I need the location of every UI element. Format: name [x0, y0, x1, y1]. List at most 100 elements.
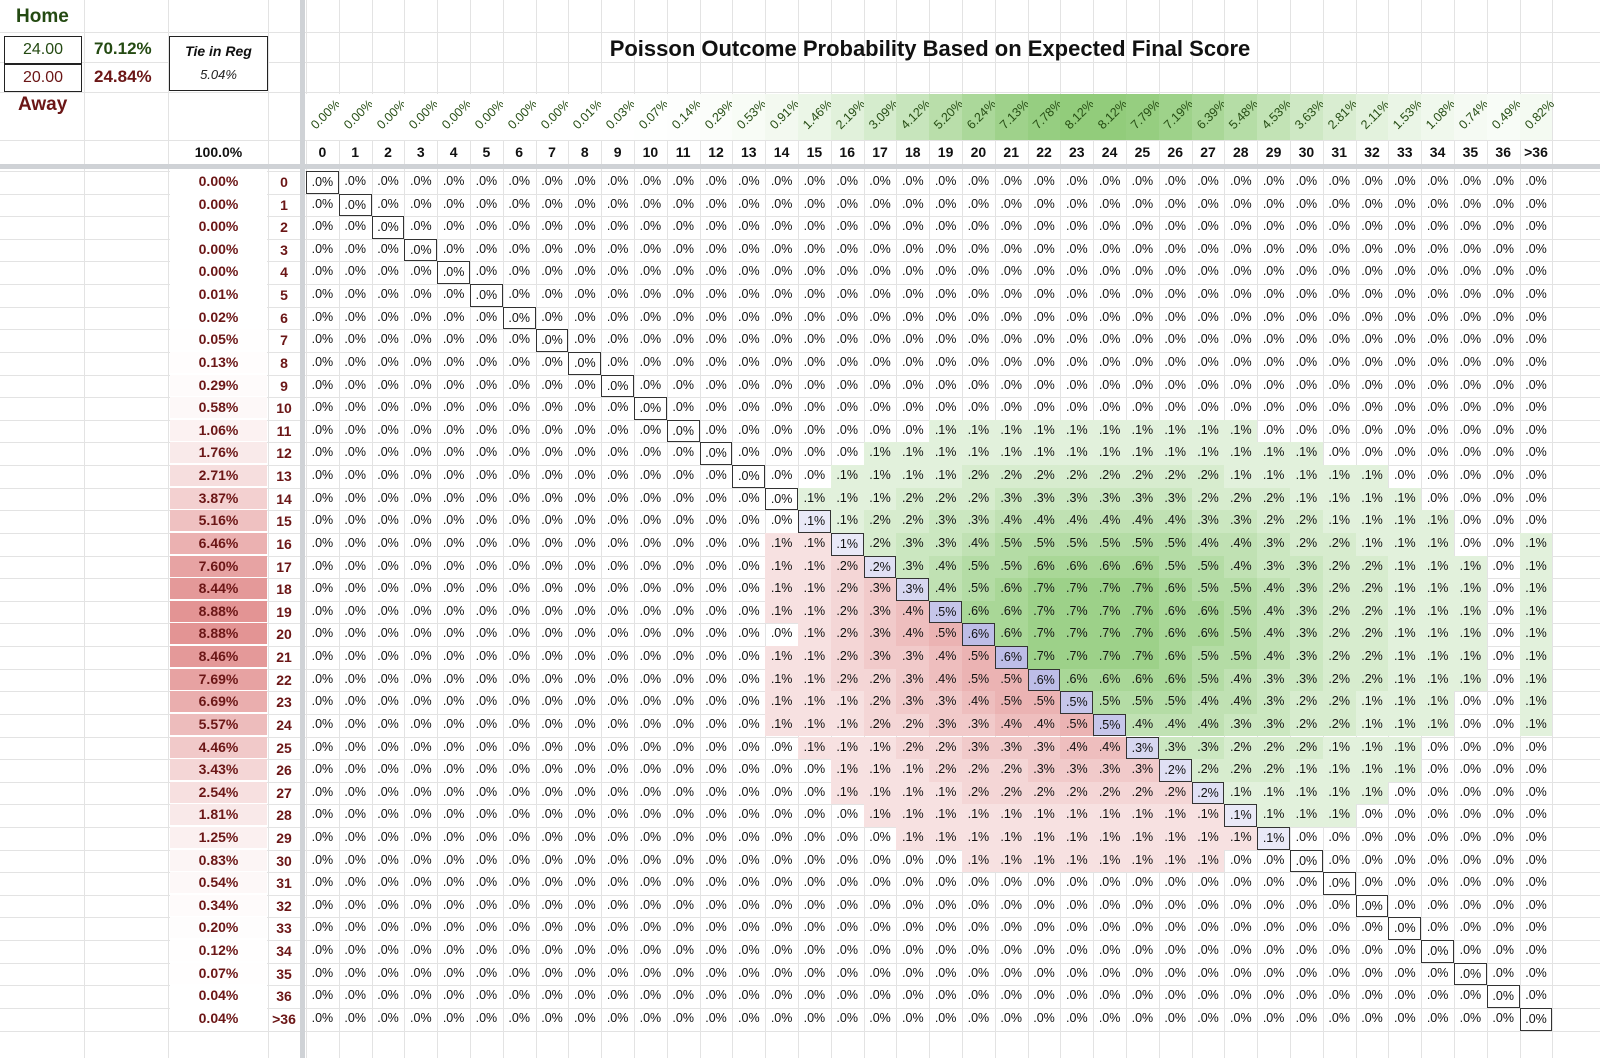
- probability-cell[interactable]: .0%: [1525, 241, 1547, 256]
- probability-cell[interactable]: .3%: [962, 736, 995, 760]
- probability-cell[interactable]: .1%: [765, 691, 798, 714]
- probability-cell[interactable]: .0%: [377, 829, 399, 844]
- probability-cell[interactable]: .0%: [803, 219, 826, 234]
- probability-cell[interactable]: .0%: [1492, 468, 1514, 483]
- probability-cell[interactable]: .0%: [410, 513, 432, 528]
- probability-cell[interactable]: .0%: [311, 739, 334, 754]
- probability-cell[interactable]: .0%: [475, 332, 498, 347]
- probability-cell[interactable]: .0%: [1197, 332, 1219, 347]
- probability-cell[interactable]: .1%: [1322, 487, 1356, 511]
- probability-cell[interactable]: .0%: [442, 400, 465, 415]
- probability-cell[interactable]: .0%: [606, 196, 629, 211]
- probability-cell[interactable]: .0%: [770, 988, 793, 1003]
- probability-cell[interactable]: .0%: [1066, 377, 1088, 392]
- probability-cell[interactable]: .0%: [475, 490, 498, 505]
- probability-cell[interactable]: .0%: [1459, 219, 1482, 234]
- probability-cell[interactable]: .0%: [574, 649, 596, 664]
- probability-cell[interactable]: .2%: [994, 759, 1028, 782]
- probability-cell[interactable]: .0%: [1394, 309, 1416, 324]
- probability-cell[interactable]: .3%: [1126, 759, 1159, 782]
- probability-cell[interactable]: .0%: [1000, 354, 1022, 369]
- probability-cell[interactable]: .1%: [896, 804, 930, 827]
- probability-cell[interactable]: .0%: [1131, 354, 1154, 369]
- probability-cell[interactable]: .0%: [1164, 241, 1186, 256]
- probability-cell[interactable]: .0%: [1197, 400, 1219, 415]
- probability-cell[interactable]: .0%: [541, 513, 563, 528]
- probability-cell[interactable]: .1%: [994, 849, 1028, 873]
- probability-cell[interactable]: .0%: [508, 196, 530, 211]
- probability-cell[interactable]: .0%: [410, 490, 432, 505]
- probability-cell[interactable]: .5%: [962, 578, 995, 601]
- probability-cell[interactable]: .0%: [344, 422, 366, 437]
- probability-cell[interactable]: .0%: [738, 762, 760, 777]
- probability-cell[interactable]: .2%: [1191, 759, 1225, 782]
- probability-cell[interactable]: .0%: [377, 649, 399, 664]
- probability-cell[interactable]: .1%: [830, 487, 864, 511]
- probability-cell[interactable]: .1%: [1519, 555, 1553, 579]
- probability-cell[interactable]: .0%: [1197, 241, 1219, 256]
- probability-cell[interactable]: .0%: [672, 897, 694, 912]
- probability-cell[interactable]: .0%: [475, 1010, 498, 1025]
- probability-cell[interactable]: .0%: [311, 943, 334, 958]
- probability-cell[interactable]: .2%: [1355, 555, 1389, 579]
- probability-cell[interactable]: .0%: [535, 329, 569, 352]
- probability-cell[interactable]: .0%: [377, 626, 399, 641]
- probability-cell[interactable]: .1%: [1421, 713, 1454, 737]
- probability-cell[interactable]: .1%: [1454, 578, 1487, 601]
- probability-cell[interactable]: .0%: [1197, 897, 1219, 912]
- probability-cell[interactable]: .0%: [574, 581, 596, 596]
- probability-cell[interactable]: .0%: [672, 468, 694, 483]
- probability-cell[interactable]: .5%: [994, 691, 1028, 714]
- probability-cell[interactable]: .0%: [639, 445, 662, 460]
- probability-cell[interactable]: .0%: [475, 400, 498, 415]
- probability-cell[interactable]: .0%: [344, 581, 366, 596]
- probability-cell[interactable]: .0%: [1459, 264, 1482, 279]
- probability-cell[interactable]: .1%: [1224, 826, 1258, 850]
- probability-cell[interactable]: .0%: [672, 377, 694, 392]
- probability-cell[interactable]: .1%: [798, 532, 831, 556]
- probability-cell[interactable]: .0%: [705, 377, 727, 392]
- probability-cell[interactable]: .0%: [803, 196, 826, 211]
- probability-cell[interactable]: .0%: [1459, 490, 1482, 505]
- probability-cell[interactable]: .0%: [634, 397, 667, 420]
- probability-cell[interactable]: .0%: [606, 920, 629, 935]
- probability-cell[interactable]: .0%: [1000, 400, 1022, 415]
- probability-cell[interactable]: .0%: [738, 332, 760, 347]
- probability-cell[interactable]: .7%: [1126, 578, 1159, 601]
- probability-cell[interactable]: .0%: [377, 445, 399, 460]
- probability-cell[interactable]: .0%: [1394, 422, 1416, 437]
- probability-cell[interactable]: .0%: [442, 671, 465, 686]
- probability-cell[interactable]: .0%: [967, 897, 990, 912]
- probability-cell[interactable]: .0%: [705, 535, 727, 550]
- probability-cell[interactable]: .2%: [830, 623, 864, 646]
- probability-cell[interactable]: .1%: [1388, 691, 1422, 714]
- probability-cell[interactable]: .0%: [311, 762, 334, 777]
- probability-cell[interactable]: .0%: [934, 354, 957, 369]
- probability-cell[interactable]: .0%: [1525, 829, 1547, 844]
- probability-cell[interactable]: .0%: [377, 400, 399, 415]
- probability-cell[interactable]: .0%: [705, 219, 727, 234]
- probability-cell[interactable]: .0%: [672, 965, 694, 980]
- probability-cell[interactable]: .0%: [1066, 988, 1088, 1003]
- probability-cell[interactable]: .0%: [803, 897, 826, 912]
- probability-cell[interactable]: .4%: [929, 668, 962, 692]
- probability-cell[interactable]: .2%: [1027, 465, 1061, 488]
- probability-cell[interactable]: .0%: [1033, 377, 1055, 392]
- probability-cell[interactable]: .0%: [311, 309, 334, 324]
- probability-cell[interactable]: .0%: [1486, 985, 1520, 1008]
- probability-cell[interactable]: .0%: [1459, 445, 1482, 460]
- probability-cell[interactable]: .0%: [1459, 943, 1482, 958]
- probability-cell[interactable]: .0%: [377, 671, 399, 686]
- probability-cell[interactable]: .0%: [1492, 400, 1514, 415]
- probability-cell[interactable]: .0%: [1066, 264, 1088, 279]
- probability-cell[interactable]: .0%: [606, 309, 629, 324]
- probability-cell[interactable]: .0%: [541, 829, 563, 844]
- probability-cell[interactable]: .0%: [1098, 965, 1121, 980]
- probability-cell[interactable]: .0%: [442, 354, 465, 369]
- probability-cell[interactable]: .0%: [934, 287, 957, 302]
- probability-cell[interactable]: .1%: [830, 532, 864, 556]
- probability-cell[interactable]: .2%: [863, 532, 897, 556]
- probability-cell[interactable]: .0%: [705, 174, 727, 188]
- probability-cell[interactable]: .0%: [934, 852, 957, 867]
- probability-cell[interactable]: .0%: [541, 445, 563, 460]
